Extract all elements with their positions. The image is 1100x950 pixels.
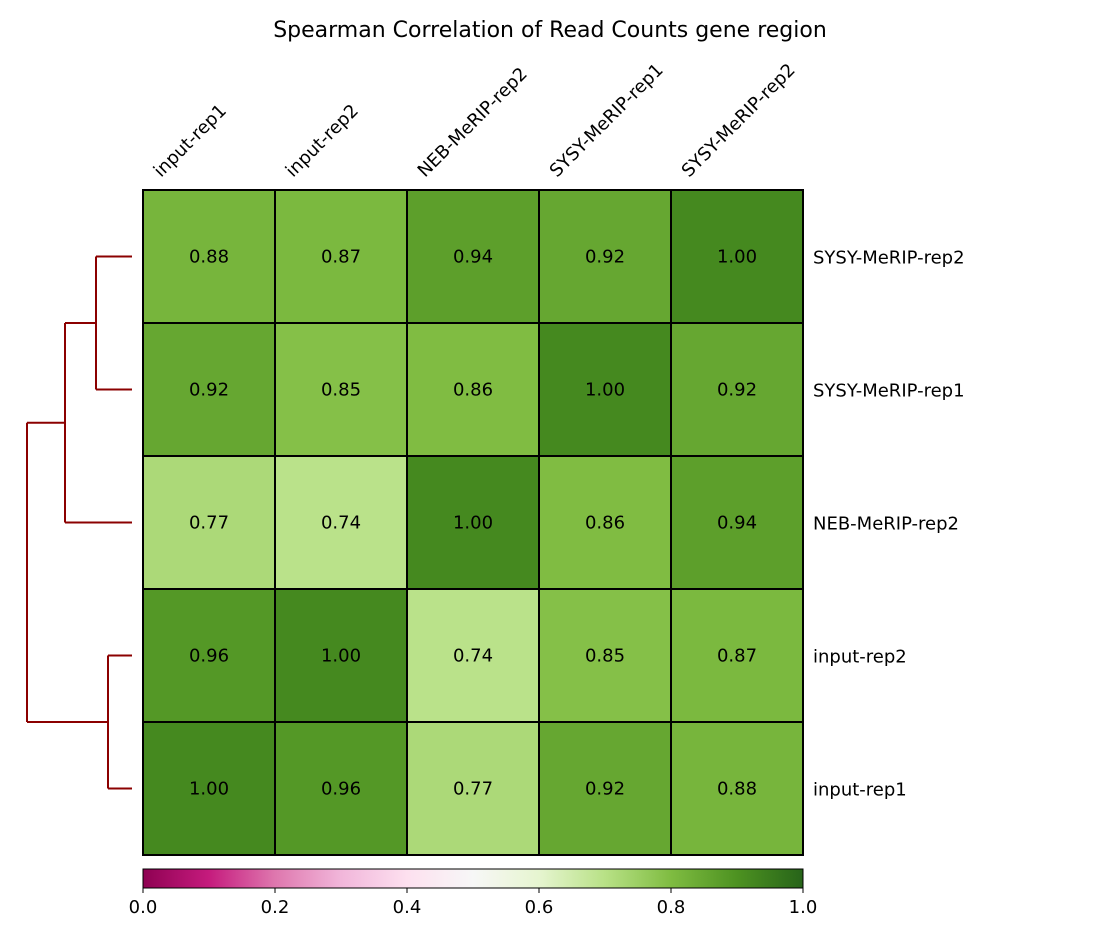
chart-title: Spearman Correlation of Read Counts gene… <box>273 18 827 43</box>
column-label: SYSY-MeRIP-rep2 <box>678 60 800 182</box>
heatmap-cell <box>142 189 276 324</box>
heatmap-cell <box>274 189 408 324</box>
cell-value-label: 0.94 <box>717 513 757 534</box>
row-dendrogram <box>26 255 132 790</box>
heatmap-cell <box>406 189 540 324</box>
colorbar-tick-label: 0.6 <box>525 897 554 918</box>
heatmap-cells: 0.88 0.87 0.94 0.92 1.00 0.92 0.85 0.86 1.00 0.92… <box>142 189 804 856</box>
cell-value-label: 0.77 <box>189 513 229 534</box>
heatmap-cell <box>670 721 804 856</box>
cell-value-label: 0.92 <box>585 247 625 268</box>
row-label: input-rep2 <box>813 647 907 668</box>
cell-value-label: 0.85 <box>321 380 361 401</box>
heatmap-cell <box>538 322 672 457</box>
column-labels: input-rep1 input-rep2 NEB-MeRIP-rep2 SYSY-M… <box>150 60 800 182</box>
cell-value-label: 1.00 <box>453 513 493 534</box>
cell-value-label: 1.00 <box>717 247 757 268</box>
column-label: input-rep2 <box>282 100 363 181</box>
colorbar-tick-label: 0.0 <box>129 897 158 918</box>
heatmap-cell <box>142 455 276 590</box>
row-label: SYSY-MeRIP-rep1 <box>813 381 965 402</box>
row-label: NEB-MeRIP-rep2 <box>813 514 959 535</box>
cell-value-label: 0.92 <box>189 380 229 401</box>
cell-value-label: 0.96 <box>321 779 361 800</box>
column-label: SYSY-MeRIP-rep1 <box>546 60 668 182</box>
cell-value-label: 0.77 <box>453 779 493 800</box>
heatmap-cell <box>670 322 804 457</box>
row-label: SYSY-MeRIP-rep2 <box>813 248 965 269</box>
colorbar-tick-label: 1.0 <box>789 897 818 918</box>
column-label: NEB-MeRIP-rep2 <box>414 63 532 181</box>
colorbar: 0.0 0.2 0.4 0.6 0.8 1.0 <box>129 868 818 918</box>
column-label: input-rep1 <box>150 100 231 181</box>
cell-value-label: 0.94 <box>453 247 493 268</box>
cell-value-label: 0.87 <box>321 247 361 268</box>
cell-value-label: 1.00 <box>321 646 361 667</box>
cell-value-label: 1.00 <box>585 380 625 401</box>
heatmap-cell <box>274 322 408 457</box>
cell-value-label: 0.96 <box>189 646 229 667</box>
row-label: input-rep1 <box>813 780 907 801</box>
colorbar-tick-label: 0.4 <box>393 897 422 918</box>
cell-value-label: 0.87 <box>717 646 757 667</box>
cell-value-label: 0.88 <box>717 779 757 800</box>
heatmap-cell <box>274 588 408 723</box>
heatmap-cell <box>142 588 276 723</box>
heatmap-cell <box>274 455 408 590</box>
cell-value-label: 0.92 <box>585 779 625 800</box>
row-labels: SYSY-MeRIP-rep2 SYSY-MeRIP-rep1 NEB-MeRIP-… <box>813 248 965 801</box>
colorbar-gradient <box>142 868 804 889</box>
heatmap-cell <box>538 721 672 856</box>
cell-value-label: 0.88 <box>189 247 229 268</box>
cell-value-label: 0.86 <box>453 380 493 401</box>
cell-value-label: 0.86 <box>585 513 625 534</box>
heatmap-cell <box>142 721 276 856</box>
colorbar-tick-label: 0.2 <box>261 897 290 918</box>
cell-value-label: 0.92 <box>717 380 757 401</box>
cell-value-label: 0.85 <box>585 646 625 667</box>
cell-value-label: 0.74 <box>453 646 493 667</box>
heatmap-cell <box>538 189 672 324</box>
cell-value-label: 0.74 <box>321 513 361 534</box>
cell-value-label: 1.00 <box>189 779 229 800</box>
heatmap-cell <box>274 721 408 856</box>
heatmap-cell <box>406 588 540 723</box>
heatmap-cell <box>670 588 804 723</box>
colorbar-tick-label: 0.8 <box>657 897 686 918</box>
